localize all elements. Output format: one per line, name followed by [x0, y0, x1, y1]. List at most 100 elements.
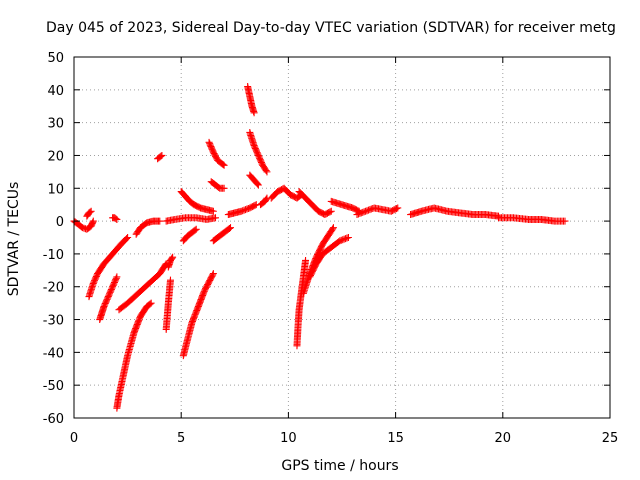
data-point	[263, 168, 271, 176]
series-arc-20	[224, 201, 260, 219]
data-point	[327, 207, 335, 215]
data-point	[561, 217, 569, 225]
data-point	[329, 225, 337, 233]
series-arc-13	[179, 270, 217, 360]
data-point	[169, 253, 177, 261]
series-arc-23	[246, 171, 262, 189]
series-arc-03	[85, 234, 132, 301]
series-arc-06	[113, 299, 155, 412]
y-tick-label: 0	[56, 215, 64, 230]
data-point	[158, 151, 166, 159]
plot-frame	[73, 56, 611, 419]
data-point	[209, 207, 217, 215]
series-arc-27	[293, 256, 310, 350]
y-tick-label: 40	[47, 84, 64, 99]
series-arc-32	[407, 204, 503, 220]
data-point	[166, 276, 174, 284]
series-arc-09	[154, 151, 166, 163]
y-tick-label: -50	[43, 379, 64, 394]
data-point	[302, 256, 310, 264]
x-tick-label: 15	[387, 431, 404, 446]
data-point	[168, 254, 176, 262]
series-arc-14	[179, 225, 200, 245]
data-point	[113, 215, 121, 223]
data-point	[156, 217, 164, 225]
data-point	[254, 181, 262, 189]
data-point	[112, 215, 120, 223]
data-point	[147, 299, 155, 307]
data-point	[113, 273, 121, 281]
series-arc-07	[115, 260, 170, 314]
data-point	[394, 204, 402, 212]
data-point	[251, 201, 259, 209]
data-point	[220, 161, 228, 169]
data-point	[123, 235, 131, 243]
data-point	[157, 152, 165, 160]
series-arc-21	[244, 83, 258, 117]
series-arc-24	[257, 194, 271, 209]
chart-title: Day 045 of 2023, Sidereal Day-to-day VTE…	[46, 20, 616, 36]
y-tick-label: -60	[43, 412, 64, 427]
series-arc-30	[327, 197, 363, 215]
data-point	[262, 195, 270, 203]
data-point	[112, 274, 120, 282]
data-point	[87, 207, 95, 215]
y-tick-label: -20	[43, 281, 64, 296]
series-arc-18	[207, 178, 228, 192]
series-arc-22	[246, 128, 271, 176]
series-arc-12	[162, 214, 220, 225]
data-points	[70, 83, 569, 412]
data-point	[225, 224, 233, 232]
x-axis-label: GPS time / hours	[281, 458, 398, 474]
data-point	[220, 184, 228, 192]
x-tick-label: 0	[70, 431, 78, 446]
series-arc-11	[164, 253, 177, 271]
series-arc-26	[295, 188, 335, 219]
y-axis-label: SDTVAR / TECUs	[6, 182, 22, 297]
series-arc-16	[190, 201, 217, 215]
data-point	[326, 208, 334, 216]
data-point	[262, 167, 270, 175]
y-tick-label: -30	[43, 314, 64, 329]
y-tick-label: -10	[43, 248, 64, 263]
y-tick-label: -40	[43, 346, 64, 361]
y-tick-label: 30	[47, 117, 64, 132]
data-point	[124, 234, 132, 241]
data-point	[392, 205, 400, 213]
data-point	[344, 234, 352, 241]
series-arc-02	[83, 207, 95, 220]
series-arc-31	[353, 204, 402, 219]
data-point	[86, 208, 94, 216]
x-tick-label: 25	[602, 431, 619, 446]
series-arc-25	[267, 184, 305, 202]
series-arc-19	[209, 224, 235, 245]
series-arc-01	[70, 217, 97, 233]
axis-ticks: 0 5 10 15 20 25 -60 -50 -40 -30 -20 -10 0 10 20 30 40 50	[43, 51, 619, 446]
data-point	[191, 226, 199, 234]
series-arc-33	[495, 214, 569, 225]
data-point	[146, 300, 154, 308]
x-tick-label: 5	[177, 431, 185, 446]
series-arc-08	[132, 217, 164, 238]
data-point	[209, 270, 217, 278]
data-point	[219, 160, 227, 168]
data-point	[212, 214, 220, 222]
x-tick-label: 20	[495, 431, 512, 446]
series-arc-29	[306, 234, 352, 281]
data-point	[250, 109, 258, 117]
series-arc-04	[96, 273, 121, 324]
data-point	[209, 271, 217, 279]
data-point	[329, 224, 337, 232]
x-tick-label: 10	[280, 431, 297, 446]
y-tick-label: 50	[47, 51, 64, 66]
data-point	[192, 225, 200, 233]
y-tick-label: 10	[47, 182, 64, 197]
y-tick-label: 20	[47, 149, 64, 164]
data-point	[227, 224, 235, 232]
series-arc-17	[205, 138, 228, 169]
grid	[74, 57, 610, 418]
series-arc-05	[109, 214, 121, 223]
data-point	[89, 217, 97, 225]
series-arc-10	[162, 276, 174, 333]
